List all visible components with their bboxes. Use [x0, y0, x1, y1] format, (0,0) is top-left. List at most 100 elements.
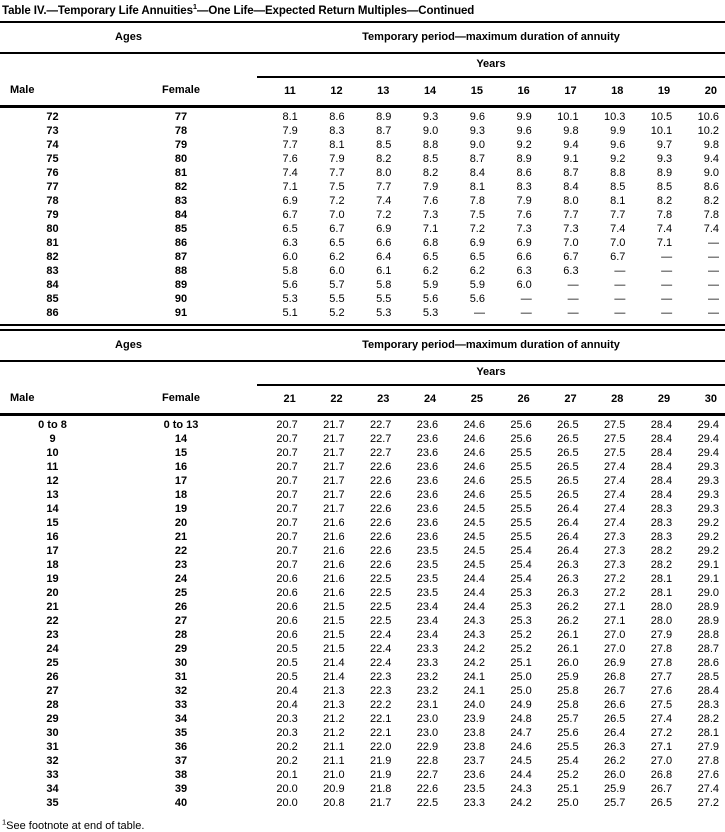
- female-age-cell: 29: [174, 643, 188, 656]
- value-cell: 29.1: [697, 573, 719, 586]
- value-cell: 7.8: [469, 195, 485, 208]
- male-age-cell: 28: [46, 699, 59, 712]
- column-header-row: Male Female 21 22 23 24 25 26 27 28 29 30: [0, 385, 725, 416]
- value-cell: 9.6: [610, 139, 626, 152]
- value-cell: 10.2: [697, 125, 719, 138]
- value-cell: 5.3: [422, 307, 439, 320]
- value-cell: —: [614, 307, 626, 320]
- table-row: 81 86 6.3 6.5 6.6 6.8 6.9 6.9 7.0 7.0 7.1 —: [0, 237, 725, 251]
- value-cell: 8.4: [469, 167, 485, 180]
- value-cell: 21.7: [323, 419, 345, 432]
- female-age-cell: 14: [174, 433, 188, 446]
- value-cell: 6.6: [376, 237, 392, 250]
- value-cell: 27.4: [603, 461, 626, 474]
- table-row: 76 81 7.4 7.7 8.0 8.2 8.4 8.6 8.7 8.8 8.9 9.0: [0, 167, 725, 181]
- value-cell: 28.8: [697, 629, 719, 642]
- value-cell: 25.0: [510, 671, 532, 684]
- value-cell: 22.4: [369, 643, 392, 656]
- value-cell: 8.6: [516, 167, 532, 180]
- value-cell: 25.5: [557, 741, 579, 754]
- value-cell: 26.4: [557, 503, 579, 516]
- value-cell: 7.3: [422, 209, 439, 222]
- ages-header: Ages: [0, 22, 257, 54]
- value-cell: 24.5: [463, 503, 485, 516]
- value-cell: 23.8: [463, 741, 485, 754]
- value-cell: 27.0: [603, 643, 626, 656]
- value-cell: 8.7: [376, 125, 392, 138]
- year-column-header: 13: [350, 77, 398, 108]
- value-cell: 8.1: [469, 181, 485, 194]
- value-cell: 8.9: [656, 167, 673, 180]
- male-age-cell: 0 to 8: [38, 419, 67, 432]
- value-cell: 20.7: [276, 517, 298, 530]
- value-cell: —: [567, 307, 579, 320]
- value-cell: 7.5: [469, 209, 485, 222]
- year-column-header: 29: [631, 385, 679, 416]
- male-age-cell: 30: [46, 727, 59, 740]
- value-cell: 24.5: [463, 545, 485, 558]
- female-age-cell: 32: [174, 685, 188, 698]
- value-cell: 6.4: [376, 251, 392, 264]
- value-cell: 29.4: [697, 447, 719, 460]
- value-cell: 8.8: [422, 139, 439, 152]
- table-row: 17 22 20.7 21.6 22.6 23.5 24.5 25.4 26.4 27.3 28.2…: [0, 545, 725, 559]
- value-cell: 26.9: [603, 657, 626, 670]
- male-age-cell: 74: [46, 139, 59, 152]
- value-cell: 7.0: [610, 237, 626, 250]
- value-cell: 6.2: [469, 265, 485, 278]
- value-cell: 27.2: [697, 797, 719, 810]
- year-column-header: 17: [537, 77, 585, 108]
- value-cell: 22.5: [369, 573, 392, 586]
- value-cell: 25.8: [557, 699, 579, 712]
- value-cell: 25.5: [510, 475, 532, 488]
- value-cell: 9.0: [422, 125, 439, 138]
- value-cell: 9.3: [656, 153, 673, 166]
- value-cell: 22.4: [369, 657, 392, 670]
- value-cell: 21.7: [369, 797, 392, 810]
- female-age-cell: 83: [174, 195, 188, 208]
- value-cell: 20.6: [276, 615, 298, 628]
- value-cell: 21.5: [323, 601, 345, 614]
- value-cell: 5.3: [282, 293, 298, 306]
- female-age-cell: 27: [174, 615, 188, 628]
- value-cell: 28.4: [650, 489, 673, 502]
- value-cell: 23.6: [416, 517, 439, 530]
- value-cell: —: [520, 293, 532, 306]
- value-cell: 22.7: [369, 433, 392, 446]
- value-cell: 20.7: [276, 503, 298, 516]
- female-age-cell: 17: [174, 475, 188, 488]
- table-row: 24 29 20.5 21.5 22.4 23.3 24.2 25.2 26.1 27.0 27.8…: [0, 643, 725, 657]
- value-cell: 5.8: [376, 279, 392, 292]
- value-cell: 23.8: [463, 727, 485, 740]
- female-age-cell: 80: [174, 153, 188, 166]
- year-column-header: 26: [490, 385, 538, 416]
- value-cell: 25.7: [603, 797, 626, 810]
- value-cell: 21.5: [323, 643, 345, 656]
- value-cell: 25.8: [557, 685, 579, 698]
- value-cell: 6.8: [422, 237, 439, 250]
- value-cell: —: [567, 293, 579, 306]
- value-cell: —: [520, 307, 532, 320]
- male-age-cell: 77: [46, 181, 59, 194]
- value-cell: 22.6: [369, 559, 392, 572]
- value-cell: 6.0: [516, 279, 532, 292]
- value-cell: 10.3: [603, 111, 626, 124]
- value-cell: 20.4: [276, 699, 298, 712]
- table-row: 77 82 7.1 7.5 7.7 7.9 8.1 8.3 8.4 8.5 8.5 8.6: [0, 181, 725, 195]
- value-cell: 23.6: [416, 475, 439, 488]
- value-cell: 23.9: [463, 713, 485, 726]
- table-row: 31 36 20.2 21.1 22.0 22.9 23.8 24.6 25.5 26.3 27.1…: [0, 741, 725, 755]
- value-cell: 6.5: [282, 223, 298, 236]
- value-cell: 28.3: [697, 699, 719, 712]
- value-cell: 6.3: [282, 237, 298, 250]
- value-cell: 9.7: [656, 139, 673, 152]
- value-cell: 5.9: [422, 279, 439, 292]
- table-row: 23 28 20.6 21.5 22.4 23.4 24.3 25.2 26.1 27.0 27.9…: [0, 629, 725, 643]
- value-cell: 6.9: [376, 223, 392, 236]
- table-row: 22 27 20.6 21.5 22.5 23.4 24.3 25.3 26.2 27.1 28.0…: [0, 615, 725, 629]
- value-cell: 20.7: [276, 489, 298, 502]
- value-cell: 25.4: [510, 559, 532, 572]
- value-cell: —: [567, 279, 579, 292]
- value-cell: 22.6: [369, 461, 392, 474]
- value-cell: 7.3: [516, 223, 532, 236]
